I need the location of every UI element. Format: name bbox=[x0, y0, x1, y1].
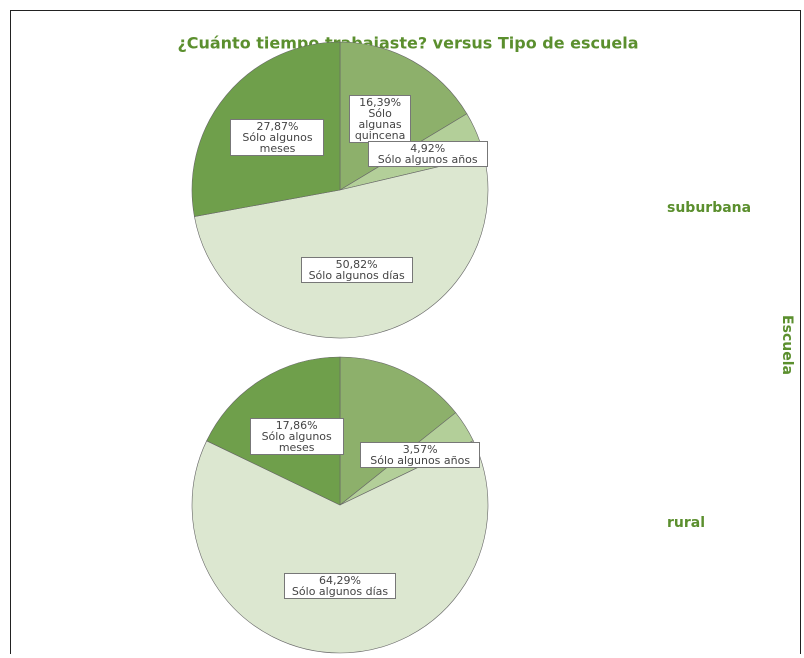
slice-label: 4,92%Sólo algunos años bbox=[358, 114, 498, 194]
slice-value-label: 64,29% bbox=[319, 574, 361, 588]
slice-label-box: 64,29% Sólo algunos días bbox=[270, 546, 410, 626]
slice-label-box: 4,92% Sólo algunos años bbox=[358, 114, 498, 194]
slice-label-box: 16,39% Sólo algunas quincena bbox=[310, 79, 450, 159]
slice-category-label: Sólo algunas quincena bbox=[354, 107, 406, 143]
slice-label-frame: 64,29% Sólo algunos días bbox=[284, 573, 397, 600]
slice-category-label: Sólo algunos años bbox=[370, 453, 471, 467]
slice-label: 17,86%Sólo algunos meses bbox=[227, 396, 367, 476]
slice-label: 16,39%Sólo algunas quincena bbox=[310, 79, 450, 159]
chart-title: ¿Cuánto tiempo trabajaste? versus Tipo d… bbox=[177, 34, 638, 53]
pie-slice bbox=[194, 155, 489, 339]
pie-slice bbox=[339, 356, 457, 506]
slice-label-box: 17,86% Sólo algunos meses bbox=[227, 396, 367, 476]
pie-slice bbox=[191, 440, 489, 654]
slice-category-label: Sólo algunos meses bbox=[261, 429, 332, 454]
panel-label: suburbana bbox=[667, 200, 751, 216]
slice-label-frame: 4,92% Sólo algunos años bbox=[367, 141, 488, 168]
slice-category-label: Sólo algunos días bbox=[291, 585, 389, 599]
slice-category-label: Sólo algunos años bbox=[377, 153, 478, 167]
slice-label: 50,82%Sólo algunos días bbox=[287, 230, 427, 310]
slice-label-frame: 50,82% Sólo algunos días bbox=[300, 256, 413, 283]
slice-value-label: 17,86% bbox=[275, 418, 318, 432]
panel-axis-label: Escuela bbox=[779, 315, 795, 375]
slice-label-frame: 16,39% Sólo algunas quincena bbox=[349, 95, 412, 144]
slice-label-frame: 27,87% Sólo algunos meses bbox=[230, 119, 325, 157]
panel-label: rural bbox=[667, 515, 705, 531]
slice-label-box: 50,82% Sólo algunos días bbox=[287, 230, 427, 310]
slice-label-frame: 17,86% Sólo algunos meses bbox=[249, 417, 344, 455]
slice-value-label: 27,87% bbox=[256, 120, 299, 134]
slice-label-box: 3,57% Sólo algunos años bbox=[350, 415, 490, 495]
slice-value-label: 16,39% bbox=[359, 96, 402, 110]
slice-label: 3,57%Sólo algunos años bbox=[350, 415, 490, 495]
slice-label-frame: 3,57% Sólo algunos años bbox=[360, 441, 481, 468]
slice-value-label: 4,92% bbox=[410, 142, 446, 156]
slice-category-label: Sólo algunos días bbox=[308, 268, 405, 282]
slice-category-label: Sólo algunos meses bbox=[242, 131, 313, 156]
slice-label: 64,29%Sólo algunos días bbox=[270, 546, 410, 626]
slice-label-box: 27,87% Sólo algunos meses bbox=[207, 98, 347, 178]
slice-value-label: 50,82% bbox=[335, 257, 378, 271]
slice-label: 27,87%Sólo algunos meses bbox=[207, 98, 347, 178]
slice-value-label: 3,57% bbox=[402, 442, 438, 456]
